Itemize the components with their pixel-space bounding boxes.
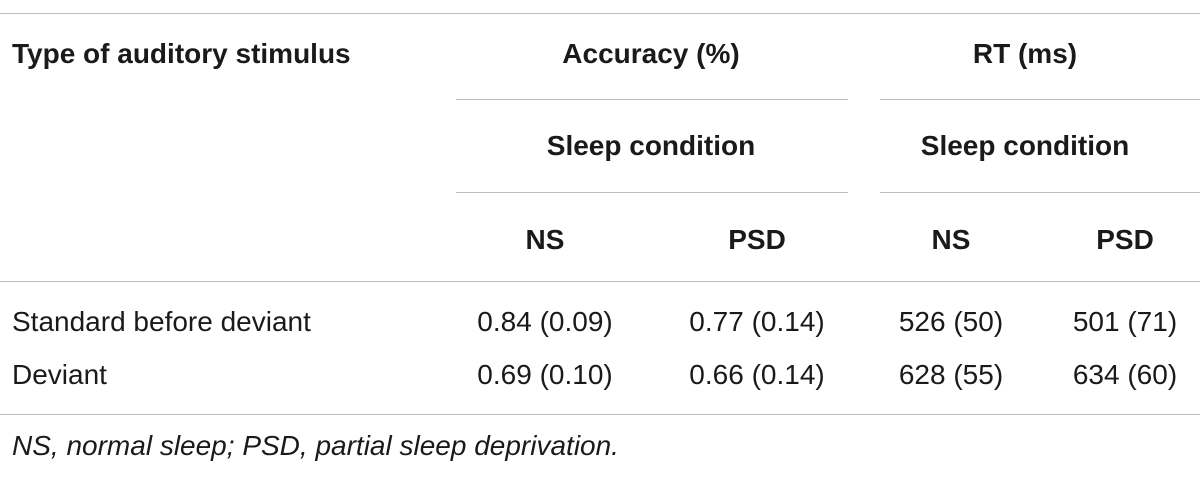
table-cell: 501 (71): [1072, 306, 1178, 337]
rt-sub-rule: [880, 192, 1200, 193]
table-row-label: Standard before deviant: [12, 306, 311, 337]
table-cell: 634 (60): [1072, 359, 1178, 390]
column-header-rt-ns: NS: [931, 224, 971, 255]
table-cell: 0.69 (0.10): [477, 359, 613, 390]
table-cell: 0.66 (0.14): [689, 359, 825, 390]
table-cell: 0.77 (0.14): [689, 306, 825, 337]
accuracy-group-rule: [456, 99, 848, 100]
rt-header: RT (ms): [972, 38, 1078, 69]
table-row-label: Deviant: [12, 359, 107, 390]
table-cell: 0.84 (0.09): [477, 306, 613, 337]
accuracy-subheader: Sleep condition: [546, 130, 756, 161]
accuracy-sub-rule: [456, 192, 848, 193]
row-label-header: Type of auditory stimulus: [12, 38, 351, 69]
table-cell: 628 (55): [898, 359, 1004, 390]
header-bottom-rule: [0, 281, 1200, 282]
column-header-rt-psd: PSD: [1096, 224, 1154, 255]
table-cell: 526 (50): [898, 306, 1004, 337]
table-footnote: NS, normal sleep; PSD, partial sleep dep…: [12, 430, 619, 461]
column-header-accuracy-ns: NS: [525, 224, 565, 255]
top-rule: [0, 13, 1200, 14]
column-header-accuracy-psd: PSD: [728, 224, 786, 255]
rt-subheader: Sleep condition: [920, 130, 1130, 161]
rt-group-rule: [880, 99, 1200, 100]
accuracy-header: Accuracy (%): [562, 38, 740, 69]
table-bottom-rule: [0, 414, 1200, 415]
